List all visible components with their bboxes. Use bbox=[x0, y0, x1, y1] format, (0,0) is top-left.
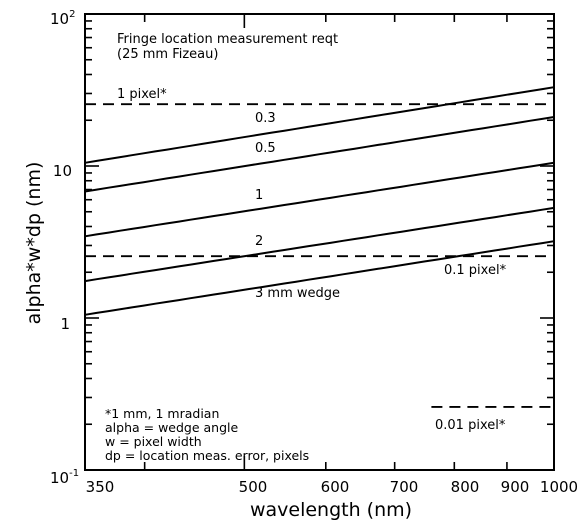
plot-frame bbox=[84, 13, 555, 471]
x-tick-900: 900 bbox=[501, 478, 530, 496]
header-line-1: Fringe location measurement reqt bbox=[117, 32, 338, 47]
series-line bbox=[84, 240, 555, 316]
reference-lines bbox=[85, 103, 554, 408]
note-line-2: alpha = wedge angle bbox=[105, 420, 239, 435]
note-line-3: w = pixel width bbox=[105, 434, 202, 449]
series-line bbox=[84, 206, 555, 283]
x-tick-800: 800 bbox=[451, 478, 480, 496]
y-tick-100: 102 bbox=[50, 9, 75, 28]
y-tick-10: 10 bbox=[53, 162, 72, 180]
x-tick-700: 700 bbox=[390, 478, 419, 496]
series-line bbox=[84, 86, 555, 164]
y-tick-0.1: 10-1 bbox=[50, 468, 79, 487]
series-label-3mm: 3 mm wedge bbox=[255, 286, 340, 301]
series-label-1: 1 bbox=[255, 188, 263, 203]
ref-label-0.1-pixel: 0.1 pixel* bbox=[444, 263, 507, 278]
series-label-0.5: 0.5 bbox=[255, 141, 276, 156]
axis-ticks bbox=[85, 13, 554, 471]
x-tick-600: 600 bbox=[321, 478, 350, 496]
x-tick-500: 500 bbox=[239, 478, 268, 496]
x-tick-350: 350 bbox=[86, 478, 115, 496]
ref-label-0.01-pixel: 0.01 pixel* bbox=[435, 418, 506, 433]
series-line bbox=[84, 161, 555, 238]
ref-label-1-pixel: 1 pixel* bbox=[117, 87, 167, 102]
header-line-2: (25 mm Fizeau) bbox=[117, 47, 218, 62]
series-label-2: 2 bbox=[255, 234, 263, 249]
x-axis-label: wavelength (nm) bbox=[250, 499, 412, 521]
y-tick-1: 1 bbox=[60, 315, 70, 333]
y-axis-label: alpha*w*dp (nm) bbox=[23, 162, 45, 325]
series-lines bbox=[84, 86, 555, 316]
note-line-1: *1 mm, 1 mradian bbox=[105, 406, 219, 421]
x-tick-1000: 1000 bbox=[540, 478, 578, 496]
series-line bbox=[84, 116, 555, 193]
series-label-0.3: 0.3 bbox=[255, 111, 276, 126]
note-line-4: dp = location meas. error, pixels bbox=[105, 448, 309, 463]
